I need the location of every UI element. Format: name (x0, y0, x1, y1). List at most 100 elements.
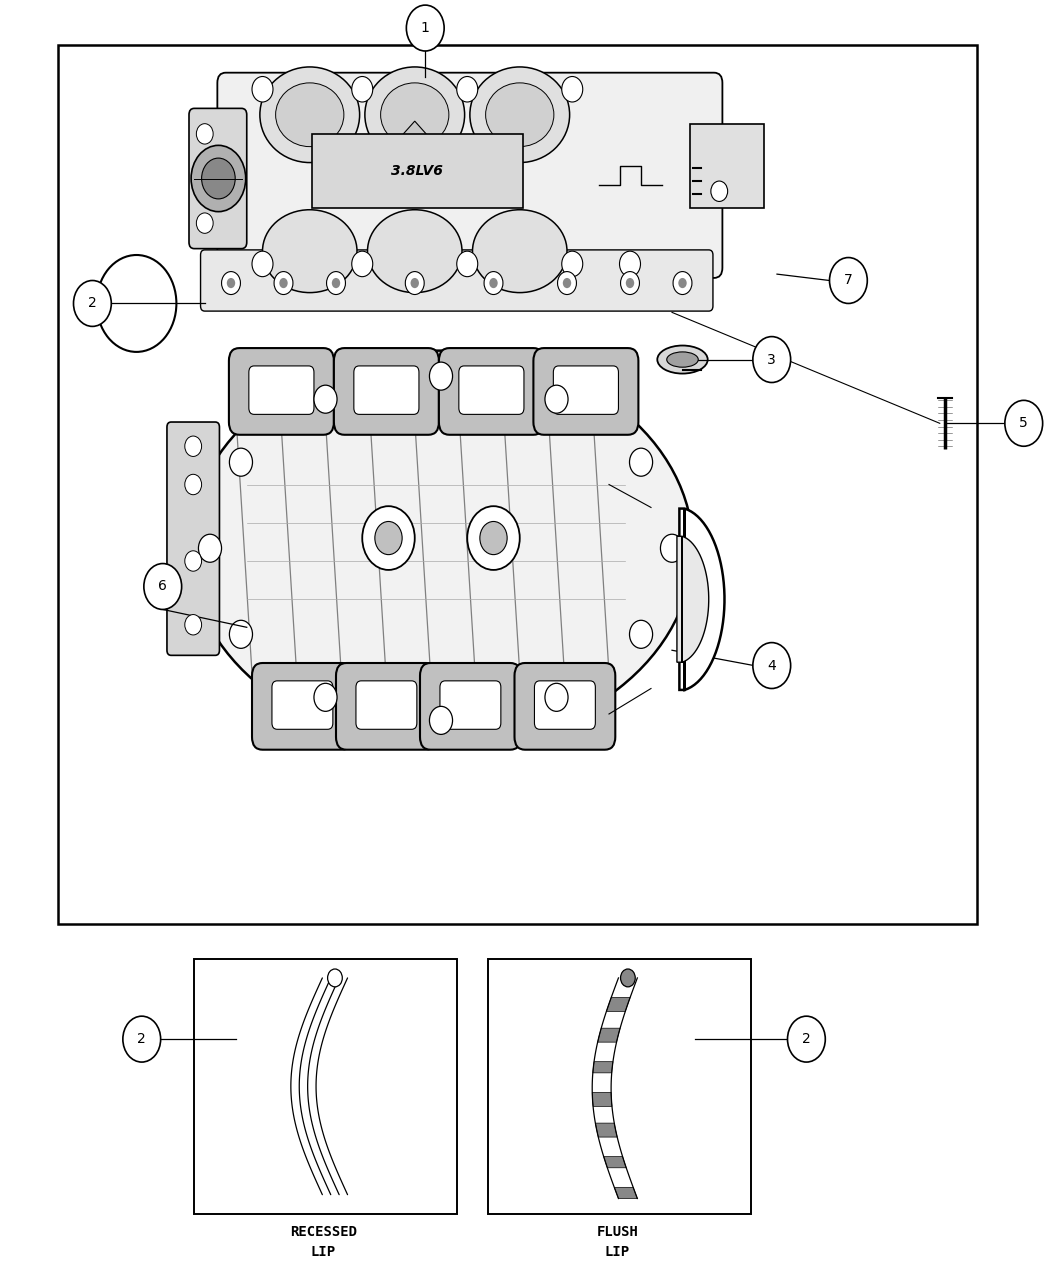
Circle shape (196, 213, 213, 233)
Ellipse shape (275, 83, 344, 147)
Circle shape (198, 534, 222, 562)
Text: LIP: LIP (311, 1246, 336, 1258)
Circle shape (123, 1016, 161, 1062)
Circle shape (467, 506, 520, 570)
FancyBboxPatch shape (553, 366, 618, 414)
Circle shape (314, 683, 337, 711)
Ellipse shape (470, 66, 569, 163)
Ellipse shape (260, 66, 359, 163)
Circle shape (144, 564, 182, 609)
Circle shape (563, 278, 571, 288)
Circle shape (252, 251, 273, 277)
Circle shape (222, 272, 240, 295)
Circle shape (429, 706, 453, 734)
Circle shape (185, 551, 202, 571)
Circle shape (202, 158, 235, 199)
Text: 2: 2 (88, 297, 97, 310)
Text: 3.8LV6: 3.8LV6 (391, 164, 443, 177)
FancyBboxPatch shape (249, 366, 314, 414)
FancyBboxPatch shape (356, 681, 417, 729)
Circle shape (626, 278, 634, 288)
FancyBboxPatch shape (514, 663, 615, 750)
Circle shape (630, 448, 653, 477)
Text: 2: 2 (138, 1033, 146, 1045)
Circle shape (562, 76, 583, 102)
Polygon shape (597, 1028, 621, 1042)
Ellipse shape (189, 351, 693, 746)
Circle shape (274, 272, 293, 295)
FancyBboxPatch shape (440, 681, 501, 729)
Circle shape (252, 76, 273, 102)
Circle shape (457, 76, 478, 102)
Ellipse shape (380, 83, 449, 147)
Circle shape (558, 272, 576, 295)
Polygon shape (593, 1062, 613, 1072)
Ellipse shape (657, 346, 708, 374)
FancyBboxPatch shape (167, 422, 219, 655)
Ellipse shape (485, 83, 554, 147)
FancyBboxPatch shape (201, 250, 713, 311)
Circle shape (489, 278, 498, 288)
Text: RECESSED: RECESSED (290, 1225, 357, 1238)
Ellipse shape (472, 209, 567, 293)
Polygon shape (595, 1123, 617, 1137)
Circle shape (196, 124, 213, 144)
Circle shape (660, 534, 684, 562)
Polygon shape (607, 997, 630, 1011)
Circle shape (327, 272, 345, 295)
Text: 4: 4 (768, 659, 776, 672)
Circle shape (352, 251, 373, 277)
Text: 7: 7 (844, 274, 853, 287)
Polygon shape (679, 509, 724, 690)
Ellipse shape (667, 352, 698, 367)
Circle shape (406, 5, 444, 51)
Circle shape (480, 521, 507, 555)
Circle shape (185, 615, 202, 635)
Text: 1: 1 (421, 22, 429, 34)
FancyBboxPatch shape (420, 663, 521, 750)
FancyBboxPatch shape (459, 366, 524, 414)
Polygon shape (592, 1093, 612, 1107)
Circle shape (678, 278, 687, 288)
Circle shape (457, 251, 478, 277)
Circle shape (332, 278, 340, 288)
Circle shape (352, 76, 373, 102)
FancyBboxPatch shape (533, 348, 638, 435)
Text: 2: 2 (802, 1033, 811, 1045)
Ellipse shape (262, 209, 357, 293)
FancyBboxPatch shape (272, 681, 333, 729)
Circle shape (191, 145, 246, 212)
Polygon shape (604, 1156, 626, 1168)
Circle shape (545, 385, 568, 413)
Circle shape (621, 969, 635, 987)
Circle shape (484, 272, 503, 295)
Ellipse shape (368, 209, 462, 293)
Polygon shape (677, 537, 709, 662)
FancyBboxPatch shape (439, 348, 544, 435)
Circle shape (1005, 400, 1043, 446)
Circle shape (630, 621, 653, 649)
FancyBboxPatch shape (334, 348, 439, 435)
Ellipse shape (365, 66, 464, 163)
FancyBboxPatch shape (189, 108, 247, 249)
Circle shape (185, 474, 202, 495)
FancyBboxPatch shape (488, 959, 751, 1214)
Circle shape (545, 683, 568, 711)
Circle shape (753, 337, 791, 382)
FancyBboxPatch shape (354, 366, 419, 414)
Circle shape (411, 278, 419, 288)
Text: FLUSH: FLUSH (596, 1225, 638, 1238)
FancyBboxPatch shape (336, 663, 437, 750)
Text: 5: 5 (1020, 417, 1028, 430)
Circle shape (328, 969, 342, 987)
Circle shape (314, 385, 337, 413)
FancyBboxPatch shape (252, 663, 353, 750)
Circle shape (362, 506, 415, 570)
Circle shape (74, 280, 111, 326)
Circle shape (620, 251, 640, 277)
Circle shape (753, 643, 791, 689)
Circle shape (279, 278, 288, 288)
Circle shape (830, 258, 867, 303)
Circle shape (375, 521, 402, 555)
Circle shape (562, 251, 583, 277)
